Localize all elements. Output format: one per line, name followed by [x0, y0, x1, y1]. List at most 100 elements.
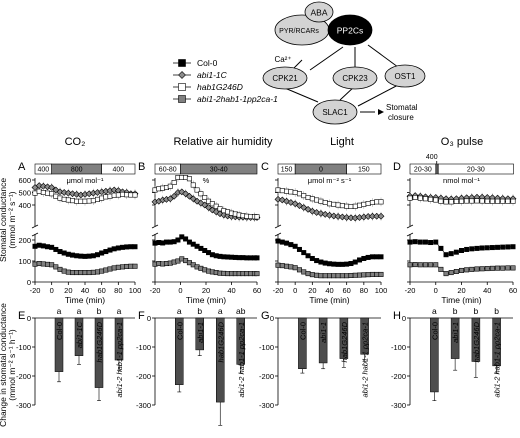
- series-hab1g246d: [275, 185, 384, 211]
- x-tick-label: 20: [202, 286, 210, 295]
- data-point: [44, 261, 50, 267]
- series-col-0: [152, 234, 260, 261]
- x-tick-label: 0: [50, 286, 54, 295]
- bar-category-label: abi1-2 hab1-1 pp2ca-1: [115, 322, 124, 397]
- data-point: [44, 190, 50, 196]
- data-point: [339, 273, 345, 279]
- bar-category-label: Col-0: [298, 322, 307, 340]
- data-point: [132, 192, 138, 198]
- bar-chart-c: 0 -100 -200 -300 Col-0 abi1-1 hab1G246D abi1-2 …: [259, 314, 381, 410]
- data-point: [274, 195, 282, 203]
- data-point: [115, 264, 121, 270]
- x-tick-label: -20: [150, 286, 161, 295]
- data-point: [352, 272, 358, 278]
- data-point: [107, 247, 113, 253]
- x-tick-label: 60: [253, 286, 261, 295]
- data-point: [433, 262, 439, 268]
- column-title: Light: [330, 136, 354, 148]
- data-point: [438, 245, 444, 251]
- legend-marker: [178, 83, 186, 91]
- data-point: [254, 271, 260, 277]
- bar-y-tick-label: -100: [16, 343, 31, 352]
- data-point: [412, 195, 418, 201]
- significance-letter: a: [117, 306, 122, 316]
- data-point: [296, 246, 302, 252]
- bar-y-tick-label: -200: [259, 372, 274, 381]
- series-hab1g246d: [152, 175, 260, 222]
- data-point: [339, 261, 345, 267]
- treatment-value: 20-30: [467, 167, 485, 174]
- treatment-unit: μmol m⁻² s⁻¹: [308, 176, 352, 185]
- data-point: [505, 265, 511, 271]
- data-point: [361, 272, 367, 278]
- data-point: [82, 253, 88, 259]
- data-point: [103, 267, 109, 273]
- data-point: [484, 266, 490, 272]
- data-point: [495, 265, 501, 271]
- data-point: [458, 267, 464, 273]
- data-point: [464, 246, 470, 252]
- data-point: [70, 252, 76, 258]
- data-point: [70, 198, 76, 204]
- x-tick-label: 40: [483, 286, 491, 295]
- data-point: [314, 197, 320, 203]
- significance-letter: b: [494, 306, 499, 316]
- legend-label: abi1-2hab1-1pp2ca-1: [197, 94, 278, 104]
- data-point: [500, 244, 506, 250]
- data-point: [407, 239, 413, 245]
- data-point: [453, 268, 459, 274]
- series-hab1g246d: [407, 193, 516, 207]
- bar-category-label: abi1-2 hab1-1 pp2ca-1: [361, 322, 370, 397]
- data-point: [198, 191, 204, 197]
- data-point: [61, 250, 67, 256]
- x-tick-label: 0: [178, 286, 182, 295]
- treatment-value: 150: [281, 167, 293, 174]
- x-tick-label: -20: [273, 286, 284, 295]
- treatment-value: 400: [112, 167, 124, 174]
- data-point: [474, 245, 480, 251]
- series-abi1-2hab1-1pp2ca-1: [407, 262, 516, 277]
- data-point: [99, 195, 105, 201]
- data-point: [128, 263, 134, 269]
- data-point: [292, 190, 298, 196]
- data-point: [65, 197, 71, 203]
- data-point: [107, 193, 113, 199]
- bar-y-tick-label: 0: [27, 314, 31, 323]
- data-point: [505, 244, 511, 250]
- data-point: [339, 203, 345, 209]
- data-point: [335, 261, 341, 267]
- data-point: [428, 240, 434, 246]
- y-axis-title-bottom: Change in stomatal conductance: [0, 303, 8, 427]
- data-point: [53, 246, 59, 252]
- node-cpk23: [332, 66, 378, 90]
- data-point: [369, 254, 375, 260]
- treatment-segment: [346, 163, 382, 175]
- signaling-diagram: ABA PYR/RCARs PP2Cs Ca²⁺ CPK21 CPK23 OST…: [262, 1, 426, 125]
- data-point: [352, 203, 358, 209]
- data-point: [438, 198, 444, 204]
- data-point: [275, 238, 281, 244]
- bar-category-label: hab1G246D: [216, 321, 225, 362]
- significance-letter: ab: [236, 306, 246, 316]
- data-point: [443, 199, 449, 205]
- data-point: [53, 193, 59, 199]
- bar-category-label: hab1G246D: [95, 321, 104, 362]
- data-point: [489, 245, 495, 251]
- x-tick-label: -20: [30, 286, 41, 295]
- bar-y-tick-label: -100: [391, 343, 406, 352]
- data-point: [505, 198, 511, 204]
- data-point: [479, 198, 485, 204]
- data-point: [186, 176, 192, 182]
- data-point: [495, 198, 501, 204]
- data-point: [348, 204, 354, 210]
- data-point: [254, 255, 260, 261]
- data-point: [334, 213, 342, 220]
- bar-category-label: abi1-1: [451, 322, 460, 343]
- data-point: [111, 192, 117, 198]
- data-point: [314, 272, 320, 278]
- data-point: [464, 267, 470, 273]
- data-point: [284, 188, 290, 194]
- data-point: [344, 273, 350, 279]
- data-point: [422, 239, 428, 245]
